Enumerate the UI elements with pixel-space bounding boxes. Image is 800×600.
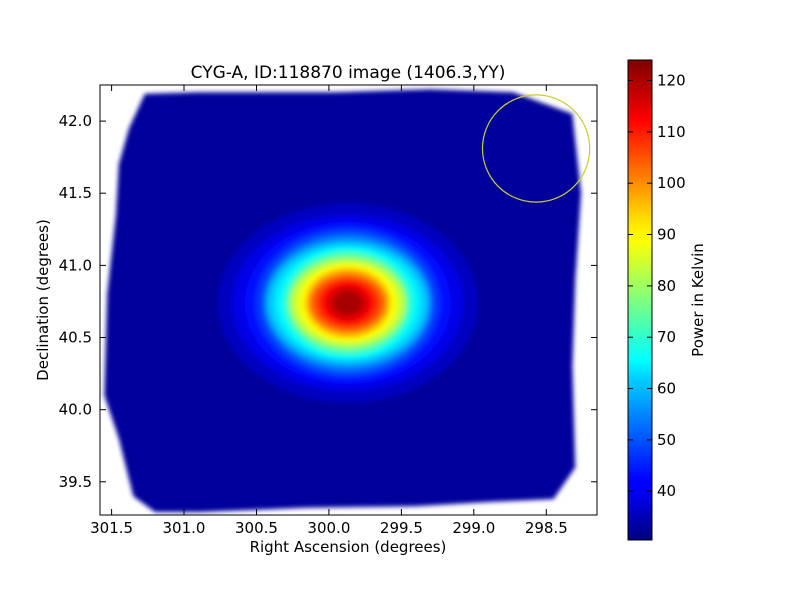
colorbar-tick-label: 110 bbox=[657, 123, 686, 141]
x-axis-label: Right Ascension (degrees) bbox=[250, 538, 447, 556]
colorbar-tick-label: 70 bbox=[657, 328, 676, 346]
beam-circle bbox=[481, 94, 591, 203]
y-tick-label: 41.5 bbox=[59, 184, 92, 202]
colorbar-bar bbox=[627, 59, 653, 541]
y-tick-label: 41.0 bbox=[59, 256, 92, 274]
colorbar-tick-label: 40 bbox=[657, 482, 676, 500]
y-axis-label: Declination (degrees) bbox=[34, 219, 52, 381]
source-contour bbox=[334, 292, 362, 314]
heatmap-area bbox=[104, 89, 591, 513]
x-tick-label: 299.0 bbox=[452, 519, 495, 537]
y-axis-ticks: 39.5 40.0 40.5 41.0 41.5 42.0 bbox=[59, 112, 597, 491]
colorbar-tick-label: 50 bbox=[657, 431, 676, 449]
colorbar: 40 50 60 70 80 90 100 110 120 Power in Kelvin bbox=[627, 59, 707, 541]
colorbar-tick-label: 120 bbox=[657, 72, 686, 90]
colorbar-tick-label: 90 bbox=[657, 226, 676, 244]
x-tick-label: 301.5 bbox=[90, 519, 133, 537]
y-tick-label: 42.0 bbox=[59, 112, 92, 130]
y-tick-label: 39.5 bbox=[59, 473, 92, 491]
colorbar-ticks: 40 50 60 70 80 90 100 110 120 bbox=[628, 72, 686, 500]
chart-title: CYG-A, ID:118870 image (1406.3,YY) bbox=[191, 63, 506, 83]
x-tick-label: 300.0 bbox=[307, 519, 350, 537]
colorbar-tick-label: 60 bbox=[657, 380, 676, 398]
x-axis-ticks: 301.5 301.0 300.5 300.0 299.5 299.0 298.5 bbox=[90, 85, 568, 537]
heatmap-image bbox=[104, 89, 582, 513]
x-tick-label: 299.5 bbox=[380, 519, 423, 537]
colorbar-tick-label: 100 bbox=[657, 174, 686, 192]
colorbar-label: Power in Kelvin bbox=[689, 243, 707, 357]
colorbar-tick-label: 80 bbox=[657, 277, 676, 295]
x-tick-label: 298.5 bbox=[525, 519, 568, 537]
y-tick-label: 40.5 bbox=[59, 329, 92, 347]
y-tick-label: 40.0 bbox=[59, 401, 92, 419]
x-tick-label: 300.5 bbox=[235, 519, 278, 537]
x-tick-label: 301.0 bbox=[163, 519, 206, 537]
plot-frame bbox=[99, 84, 598, 516]
